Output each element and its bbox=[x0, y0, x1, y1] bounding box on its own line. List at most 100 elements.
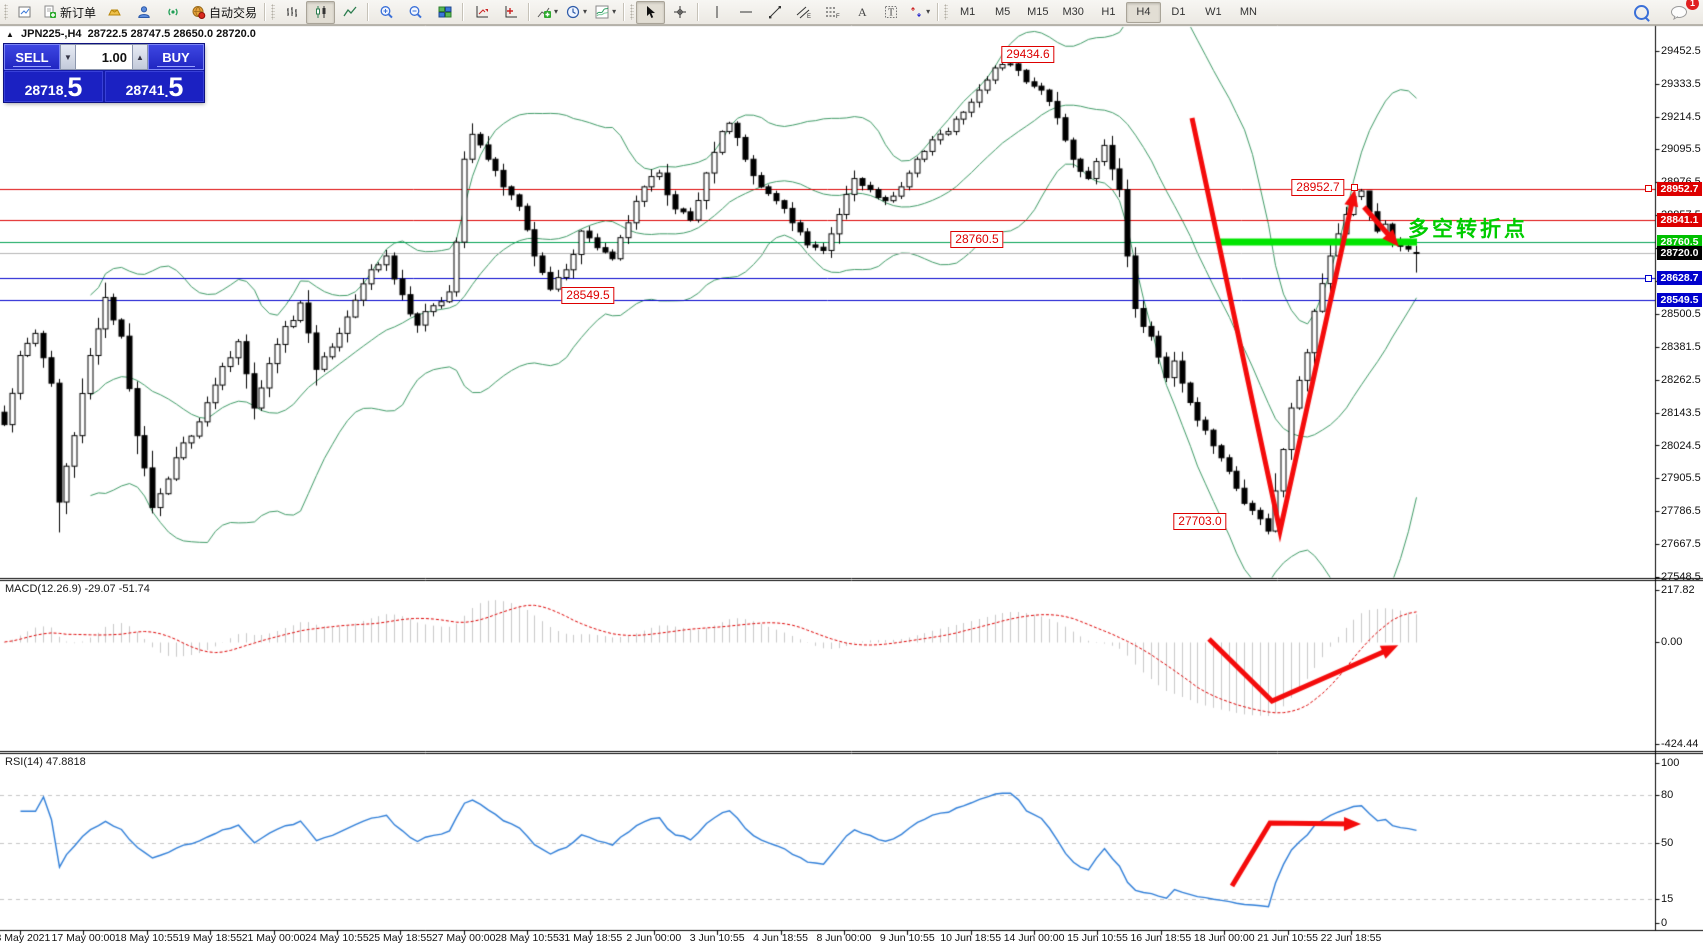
chart-symbol-header[interactable]: ▲ JPN225-,H4 28722.5 28747.5 28650.0 287… bbox=[6, 28, 256, 40]
period-button[interactable]: ▾ bbox=[562, 1, 591, 24]
autotrade-label: 自动交易 bbox=[209, 5, 258, 20]
sell-price-main: 28718 bbox=[24, 82, 64, 98]
tab-timeframe-h1[interactable]: H1 bbox=[1101, 6, 1116, 18]
accounts-button[interactable] bbox=[129, 1, 158, 24]
search-icon bbox=[1634, 4, 1649, 20]
trendline-tool-button[interactable] bbox=[760, 1, 789, 24]
sell-button[interactable]: SELL bbox=[4, 44, 60, 70]
clock-icon bbox=[566, 5, 580, 19]
indicator-window-icon bbox=[476, 6, 488, 18]
window-icon bbox=[18, 6, 30, 18]
tab-timeframe-mn[interactable]: MN bbox=[1239, 6, 1257, 18]
chart-properties-button[interactable]: ▾ bbox=[591, 1, 620, 24]
fibonacci-tool-button[interactable]: F bbox=[818, 1, 847, 24]
user-icon bbox=[137, 6, 150, 18]
tab-timeframe-d1[interactable]: D1 bbox=[1171, 6, 1186, 18]
notification-count-badge: 1 bbox=[1686, 0, 1699, 10]
channel-icon: E bbox=[796, 6, 811, 19]
tab-timeframe-m30[interactable]: M30 bbox=[1062, 6, 1084, 18]
new-order-button[interactable]: 新订单 bbox=[39, 1, 100, 24]
text-tool-button[interactable]: A bbox=[847, 1, 876, 24]
svg-text:F: F bbox=[836, 14, 840, 19]
collapse-triangle-icon: ▲ bbox=[6, 30, 14, 39]
cursor-tool-button[interactable] bbox=[636, 0, 666, 24]
volume-input[interactable] bbox=[76, 44, 132, 70]
price-callout-box[interactable]: 29434.6 bbox=[1001, 46, 1055, 63]
buy-button[interactable]: BUY bbox=[148, 44, 204, 70]
tile-windows-icon bbox=[438, 6, 452, 18]
volume-increase-button[interactable]: ▲ bbox=[132, 44, 148, 70]
ohlc-values: 28722.5 28747.5 28650.0 28720.0 bbox=[87, 28, 256, 40]
toolbar-separator bbox=[264, 3, 267, 21]
line-drag-handle[interactable] bbox=[1645, 185, 1652, 193]
toolbar-grip[interactable] bbox=[271, 4, 276, 20]
toolbar-grip[interactable] bbox=[944, 4, 949, 20]
text-label-tool-button[interactable]: T bbox=[876, 1, 905, 24]
indicator-window-button[interactable] bbox=[467, 1, 496, 24]
add-indicator-button[interactable]: ▾ bbox=[533, 1, 562, 24]
tab-timeframe-w1[interactable]: W1 bbox=[1205, 6, 1222, 18]
signal-icon bbox=[167, 8, 178, 16]
tab-timeframe-m5[interactable]: M5 bbox=[994, 6, 1011, 18]
toolbar-grip[interactable] bbox=[630, 4, 635, 20]
price-callout-box[interactable]: 28952.7 bbox=[1291, 179, 1345, 196]
line-drag-handle[interactable] bbox=[1645, 274, 1652, 282]
tile-windows-button[interactable] bbox=[430, 1, 459, 24]
text-label-icon: T bbox=[884, 6, 897, 19]
tab-timeframe-h4[interactable]: H4 bbox=[1125, 1, 1161, 23]
search-button[interactable] bbox=[1627, 1, 1656, 24]
tab-timeframe-m1[interactable]: M1 bbox=[959, 6, 976, 18]
gold-ingot-icon bbox=[108, 9, 121, 16]
symbol-timeframe-label: JPN225-,H4 bbox=[20, 28, 82, 40]
arrows-tool-button[interactable]: ▾ bbox=[905, 1, 934, 24]
volume-decrease-button[interactable]: ▼ bbox=[60, 44, 76, 70]
buy-price-dot: . bbox=[164, 84, 169, 100]
dropdown-caret: ▾ bbox=[554, 7, 559, 16]
indicator-list-icon bbox=[505, 6, 517, 18]
crosshair-tool-button[interactable] bbox=[665, 1, 694, 24]
signals-button[interactable] bbox=[158, 1, 187, 24]
horizontal-line-tool-button[interactable] bbox=[731, 1, 760, 24]
add-indicator-icon bbox=[537, 7, 552, 18]
autotrade-button[interactable]: 自动交易 bbox=[187, 1, 261, 24]
chart-window-icon[interactable] bbox=[10, 1, 39, 24]
tab-timeframe-m15[interactable]: M15 bbox=[1027, 6, 1049, 18]
autotrade-icon bbox=[192, 6, 206, 19]
main-toolbar: 新订单 自动交易 bbox=[0, 0, 1703, 25]
sell-price-display[interactable]: 28718. 5 bbox=[4, 71, 103, 102]
zoom-out-button[interactable] bbox=[401, 1, 430, 24]
line-chart-mode-button[interactable] bbox=[335, 1, 364, 24]
price-callout-box[interactable]: 28549.5 bbox=[561, 287, 615, 304]
equidistant-channel-tool-button[interactable]: E bbox=[789, 1, 818, 24]
price-callout-box[interactable]: 28760.5 bbox=[950, 231, 1004, 248]
zoom-in-icon bbox=[380, 5, 393, 18]
sell-price-pip: 5 bbox=[67, 72, 83, 102]
sell-price-dot: . bbox=[63, 84, 68, 100]
notifications-button[interactable]: 1 bbox=[1664, 0, 1699, 24]
toolbar-separator bbox=[367, 3, 370, 21]
indicator-list-button[interactable] bbox=[496, 1, 525, 24]
trendline-icon bbox=[768, 6, 781, 19]
deposit-button[interactable] bbox=[100, 1, 129, 24]
dropdown-caret: ▾ bbox=[583, 7, 588, 16]
vertical-line-icon bbox=[716, 6, 718, 18]
horizontal-line-icon bbox=[739, 11, 752, 13]
chart-properties-icon bbox=[595, 5, 609, 19]
one-click-trading-panel: SELL ▼ ▲ BUY 28718.5 28741.5 bbox=[4, 44, 204, 102]
vertical-line-tool-button[interactable] bbox=[702, 1, 731, 24]
zoom-in-button[interactable] bbox=[372, 1, 401, 24]
label-drag-handle[interactable] bbox=[1351, 184, 1358, 191]
buy-price-display[interactable]: 28741. 5 bbox=[105, 71, 204, 102]
arrows-shapes-icon bbox=[911, 7, 922, 17]
turning-point-annotation[interactable]: 多空转折点 bbox=[1408, 218, 1528, 241]
toolbar-grip[interactable] bbox=[4, 4, 8, 20]
candlestick-mode-button[interactable] bbox=[306, 0, 336, 24]
buy-price-main: 28741 bbox=[125, 82, 165, 98]
buy-price-pip: 5 bbox=[168, 72, 184, 102]
toolbar-separator bbox=[462, 3, 465, 21]
toolbar-separator bbox=[528, 3, 531, 21]
chat-bubble-icon bbox=[1670, 5, 1687, 20]
bar-chart-mode-button[interactable] bbox=[277, 1, 306, 24]
price-callout-box[interactable]: 27703.0 bbox=[1173, 513, 1227, 530]
